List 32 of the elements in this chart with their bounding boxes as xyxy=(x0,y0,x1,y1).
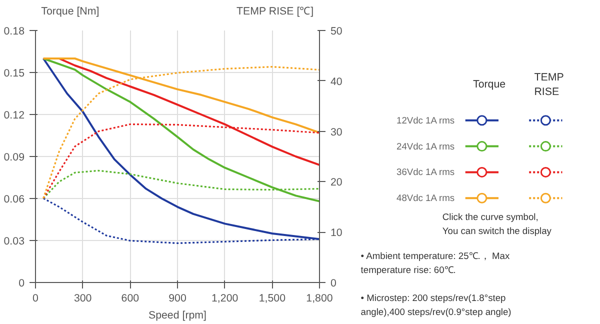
text: • Microstep: 200 steps/rev(1.8°step angle),400 steps/rev(0.9°step angle) xyxy=(360,293,512,318)
x-tick-label: 1,200 xyxy=(212,292,238,304)
text: TEMP RISE xyxy=(534,72,564,98)
y2-tick-label: 0 xyxy=(330,278,336,290)
legend-label: 24Vdc 1A rms xyxy=(396,141,455,152)
text: Torque xyxy=(473,78,506,91)
x-tick-label: 1,800 xyxy=(306,292,333,304)
x-tick-label: 600 xyxy=(121,292,140,304)
y-tick-label: 0.06 xyxy=(4,194,25,206)
y2-tick-label: 30 xyxy=(330,126,342,138)
y2-tick-label: 50 xyxy=(330,26,342,38)
text: • Ambient temperature: 25℃.， Max temperature rise: 60℃. xyxy=(360,250,510,275)
y2-tick-label: 10 xyxy=(330,227,342,240)
legend-label: 12Vdc 1A rms xyxy=(396,115,455,126)
x-tick-label: 0 xyxy=(32,292,39,304)
y-tick-label: 0.09 xyxy=(4,152,25,164)
legend-label: 48Vdc 1A rms xyxy=(396,193,455,204)
y-tick-label: 0 xyxy=(18,278,25,290)
text: Click the curve symbol, You can switch the display xyxy=(442,212,552,236)
x-axis-title: Speed [rpm] xyxy=(148,310,207,322)
y-tick-label: 0.15 xyxy=(4,68,25,80)
y-tick-label: 0.12 xyxy=(4,110,25,122)
x-tick-label: 300 xyxy=(74,292,92,304)
legend-label: 36Vdc 1A rms xyxy=(396,167,455,178)
x-tick-label: 1,500 xyxy=(258,292,286,304)
y-tick-label: 0.18 xyxy=(4,26,25,38)
y2-tick-label: 20 xyxy=(330,176,342,189)
y-tick-label: 0.03 xyxy=(4,236,25,248)
y-axis-title: Torque [Nm] xyxy=(41,6,100,18)
x-tick-label: 900 xyxy=(168,292,186,304)
y2-tick-label: 40 xyxy=(330,76,342,88)
y2-axis-title: TEMP RISE [℃] xyxy=(236,6,314,18)
